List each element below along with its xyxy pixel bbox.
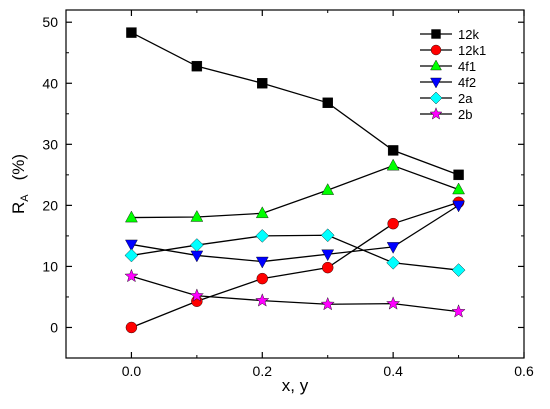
- series-12k: [126, 27, 464, 181]
- data-point-12k: [191, 60, 203, 72]
- data-point-12k: [322, 97, 333, 109]
- y-tick-label: 10: [42, 258, 58, 274]
- series-line-4f1: [131, 164, 459, 219]
- data-point-12k: [257, 78, 268, 89]
- data-point-2b: [189, 288, 204, 302]
- data-point-4f2: [386, 242, 400, 254]
- legend-label: 12k1: [458, 43, 486, 58]
- legend-label: 2a: [458, 91, 473, 106]
- legend-marker-4f2: [430, 77, 442, 89]
- data-point-2a: [386, 255, 400, 270]
- svg-text:RA(%): RA (%): [9, 154, 31, 214]
- legend-item-2a: 2a: [420, 91, 473, 106]
- legend-marker-2b: [429, 107, 443, 120]
- legend-marker-12k: [431, 29, 441, 39]
- data-point-2a: [190, 238, 204, 252]
- data-point-4f1: [452, 182, 465, 195]
- y-axis-label-main: R: [9, 202, 28, 214]
- y-tick-label: 20: [42, 197, 58, 213]
- y-tick-label: 0: [50, 319, 58, 335]
- data-point-2b: [320, 296, 335, 311]
- data-point-2b: [255, 293, 270, 307]
- data-point-12k: [387, 145, 399, 156]
- x-tick-label: 0.2: [253, 363, 273, 379]
- legend-marker-12k1: [430, 44, 442, 56]
- data-point-12k1: [322, 261, 334, 274]
- series-line-2b: [131, 275, 459, 313]
- legend-label: 4f2: [458, 75, 476, 90]
- legend-item-4f2: 4f2: [420, 75, 476, 90]
- data-point-12k1: [125, 321, 138, 334]
- y-tick-label: 40: [42, 75, 58, 91]
- series-layer: [124, 27, 466, 334]
- data-point-2b: [386, 296, 401, 310]
- series-line-2a: [131, 234, 459, 271]
- data-point-4f1: [190, 210, 204, 222]
- data-point-4f1: [125, 210, 138, 223]
- y-axis-label-subscript: A: [19, 194, 31, 202]
- data-point-4f2: [452, 200, 465, 213]
- data-point-4f1: [321, 183, 335, 195]
- x-tick-label: 0.6: [514, 363, 534, 379]
- legend-item-12k: 12k: [420, 27, 479, 42]
- x-tick-label: 0.0: [122, 363, 142, 379]
- data-point-2a: [124, 248, 139, 263]
- data-point-2a: [255, 229, 270, 243]
- series-4f1: [125, 158, 465, 223]
- legend-label: 12k: [458, 27, 479, 42]
- y-tick-label: 30: [42, 136, 58, 152]
- legend-item-4f1: 4f1: [420, 59, 476, 74]
- data-point-2a: [320, 228, 335, 243]
- legend-marker-4f1: [430, 59, 442, 71]
- series-line-12k: [131, 32, 459, 176]
- data-point-12k: [453, 169, 464, 181]
- series-line-4f2: [131, 204, 459, 263]
- y-axis-label-unit: (%): [9, 154, 28, 180]
- legend-label: 2b: [458, 107, 472, 122]
- plot-frame: [65, 9, 525, 359]
- y-tick-label: 50: [42, 14, 58, 30]
- x-tick-label: 0.4: [383, 363, 403, 379]
- legend-label: 4f1: [458, 59, 476, 74]
- series-2a: [124, 228, 466, 277]
- series-line-12k1: [131, 201, 459, 329]
- legend-item-2b: 2b: [420, 107, 472, 122]
- data-point-4f2: [125, 239, 138, 252]
- data-point-2a: [451, 263, 466, 277]
- axis-ticks: 0.0 0.2 0.4 0.6 0 10 20 30 40 50: [42, 10, 534, 379]
- y-axis-label: RA (%): [9, 154, 31, 214]
- x-axis-label: x, y: [282, 376, 309, 395]
- data-point-12k1: [387, 217, 399, 230]
- series-2b: [124, 268, 466, 318]
- data-point-4f2: [255, 256, 269, 269]
- legend-marker-2a: [429, 91, 443, 105]
- data-point-12k1: [256, 272, 268, 285]
- data-point-4f1: [386, 158, 400, 171]
- data-point-2b: [451, 304, 466, 318]
- data-point-12k: [126, 27, 137, 38]
- data-point-2b: [124, 268, 139, 283]
- legend-item-12k1: 12k1: [420, 43, 486, 58]
- series-4f2: [125, 200, 465, 269]
- data-point-4f1: [255, 206, 269, 219]
- data-point-4f2: [321, 249, 335, 262]
